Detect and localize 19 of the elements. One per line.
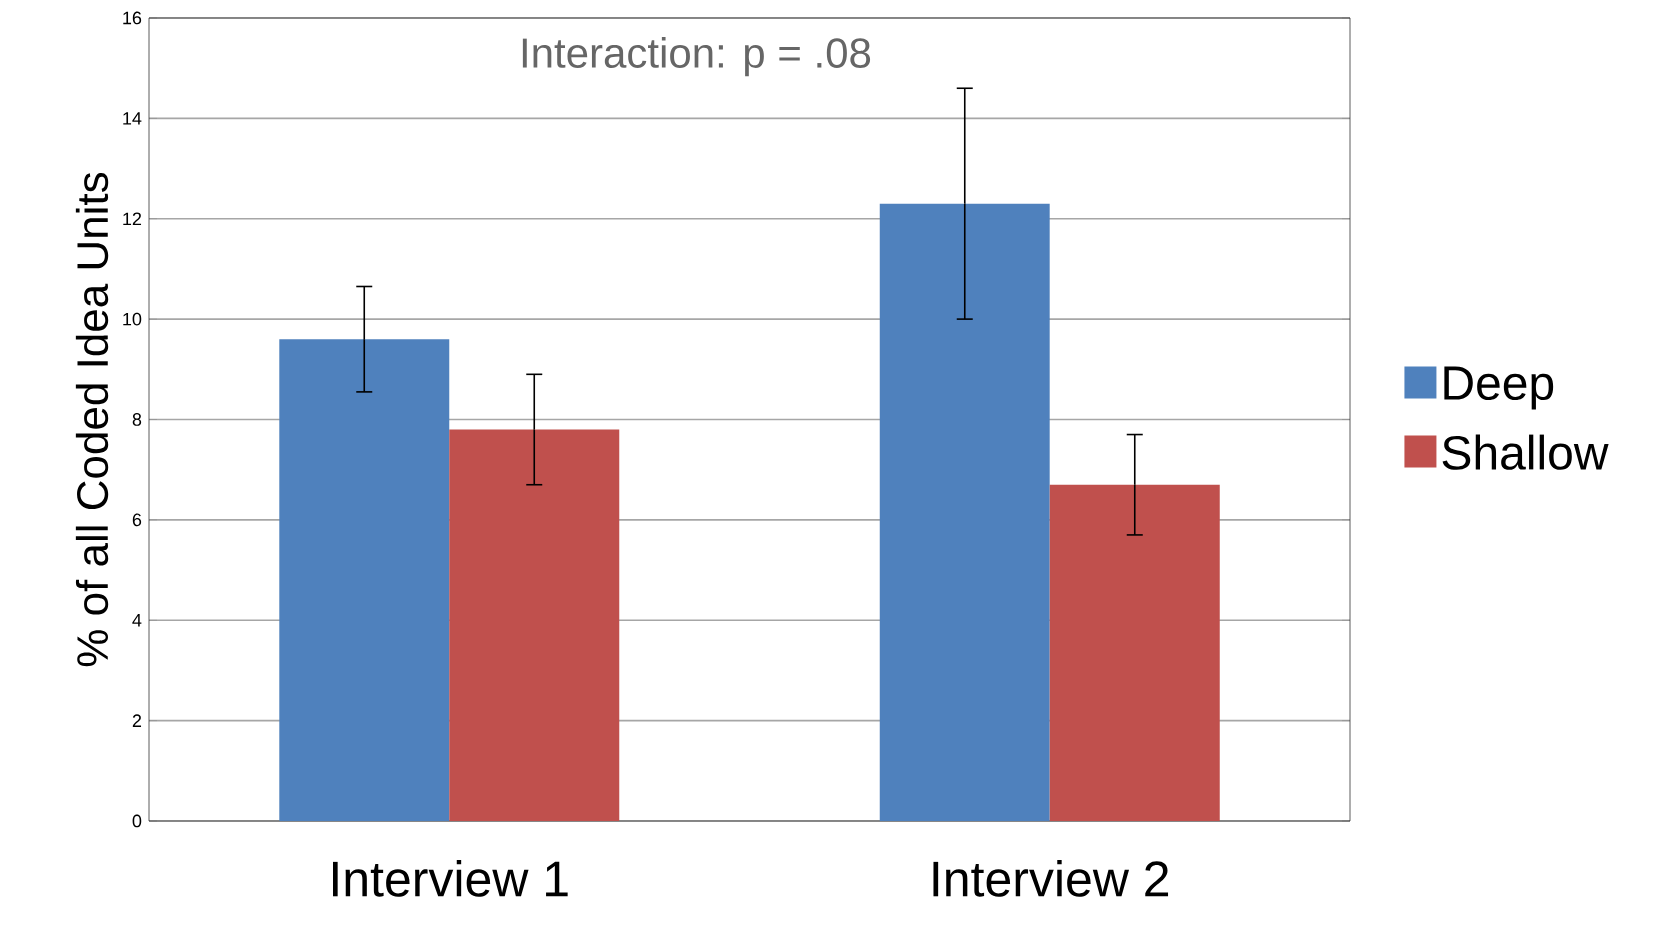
y-tick-label: 12 bbox=[123, 212, 142, 226]
x-tick-label: Interview 2 bbox=[933, 860, 1169, 897]
bar bbox=[1049, 484, 1220, 821]
y-tick-label: 4 bbox=[132, 614, 142, 627]
y-tick-label: 16 bbox=[123, 11, 142, 25]
x-tick-label: Interview 1 bbox=[332, 860, 568, 897]
bar bbox=[449, 429, 620, 821]
annotation: Interaction: p = .08 bbox=[522, 37, 871, 77]
bar bbox=[879, 203, 1050, 821]
y-axis-title: % of all Coded Idea Units bbox=[75, 172, 109, 667]
legend-label: Deep bbox=[1444, 366, 1554, 410]
y-tick-label: 6 bbox=[132, 513, 142, 527]
y-tick-label: 10 bbox=[123, 312, 142, 326]
y-tick-label: 0 bbox=[132, 814, 142, 828]
y-tick-label: 14 bbox=[123, 112, 142, 125]
y-tick-label: 2 bbox=[132, 714, 142, 727]
y-tick-label: 8 bbox=[132, 413, 142, 426]
legend-label: Shallow bbox=[1442, 434, 1609, 470]
bar bbox=[279, 339, 450, 821]
